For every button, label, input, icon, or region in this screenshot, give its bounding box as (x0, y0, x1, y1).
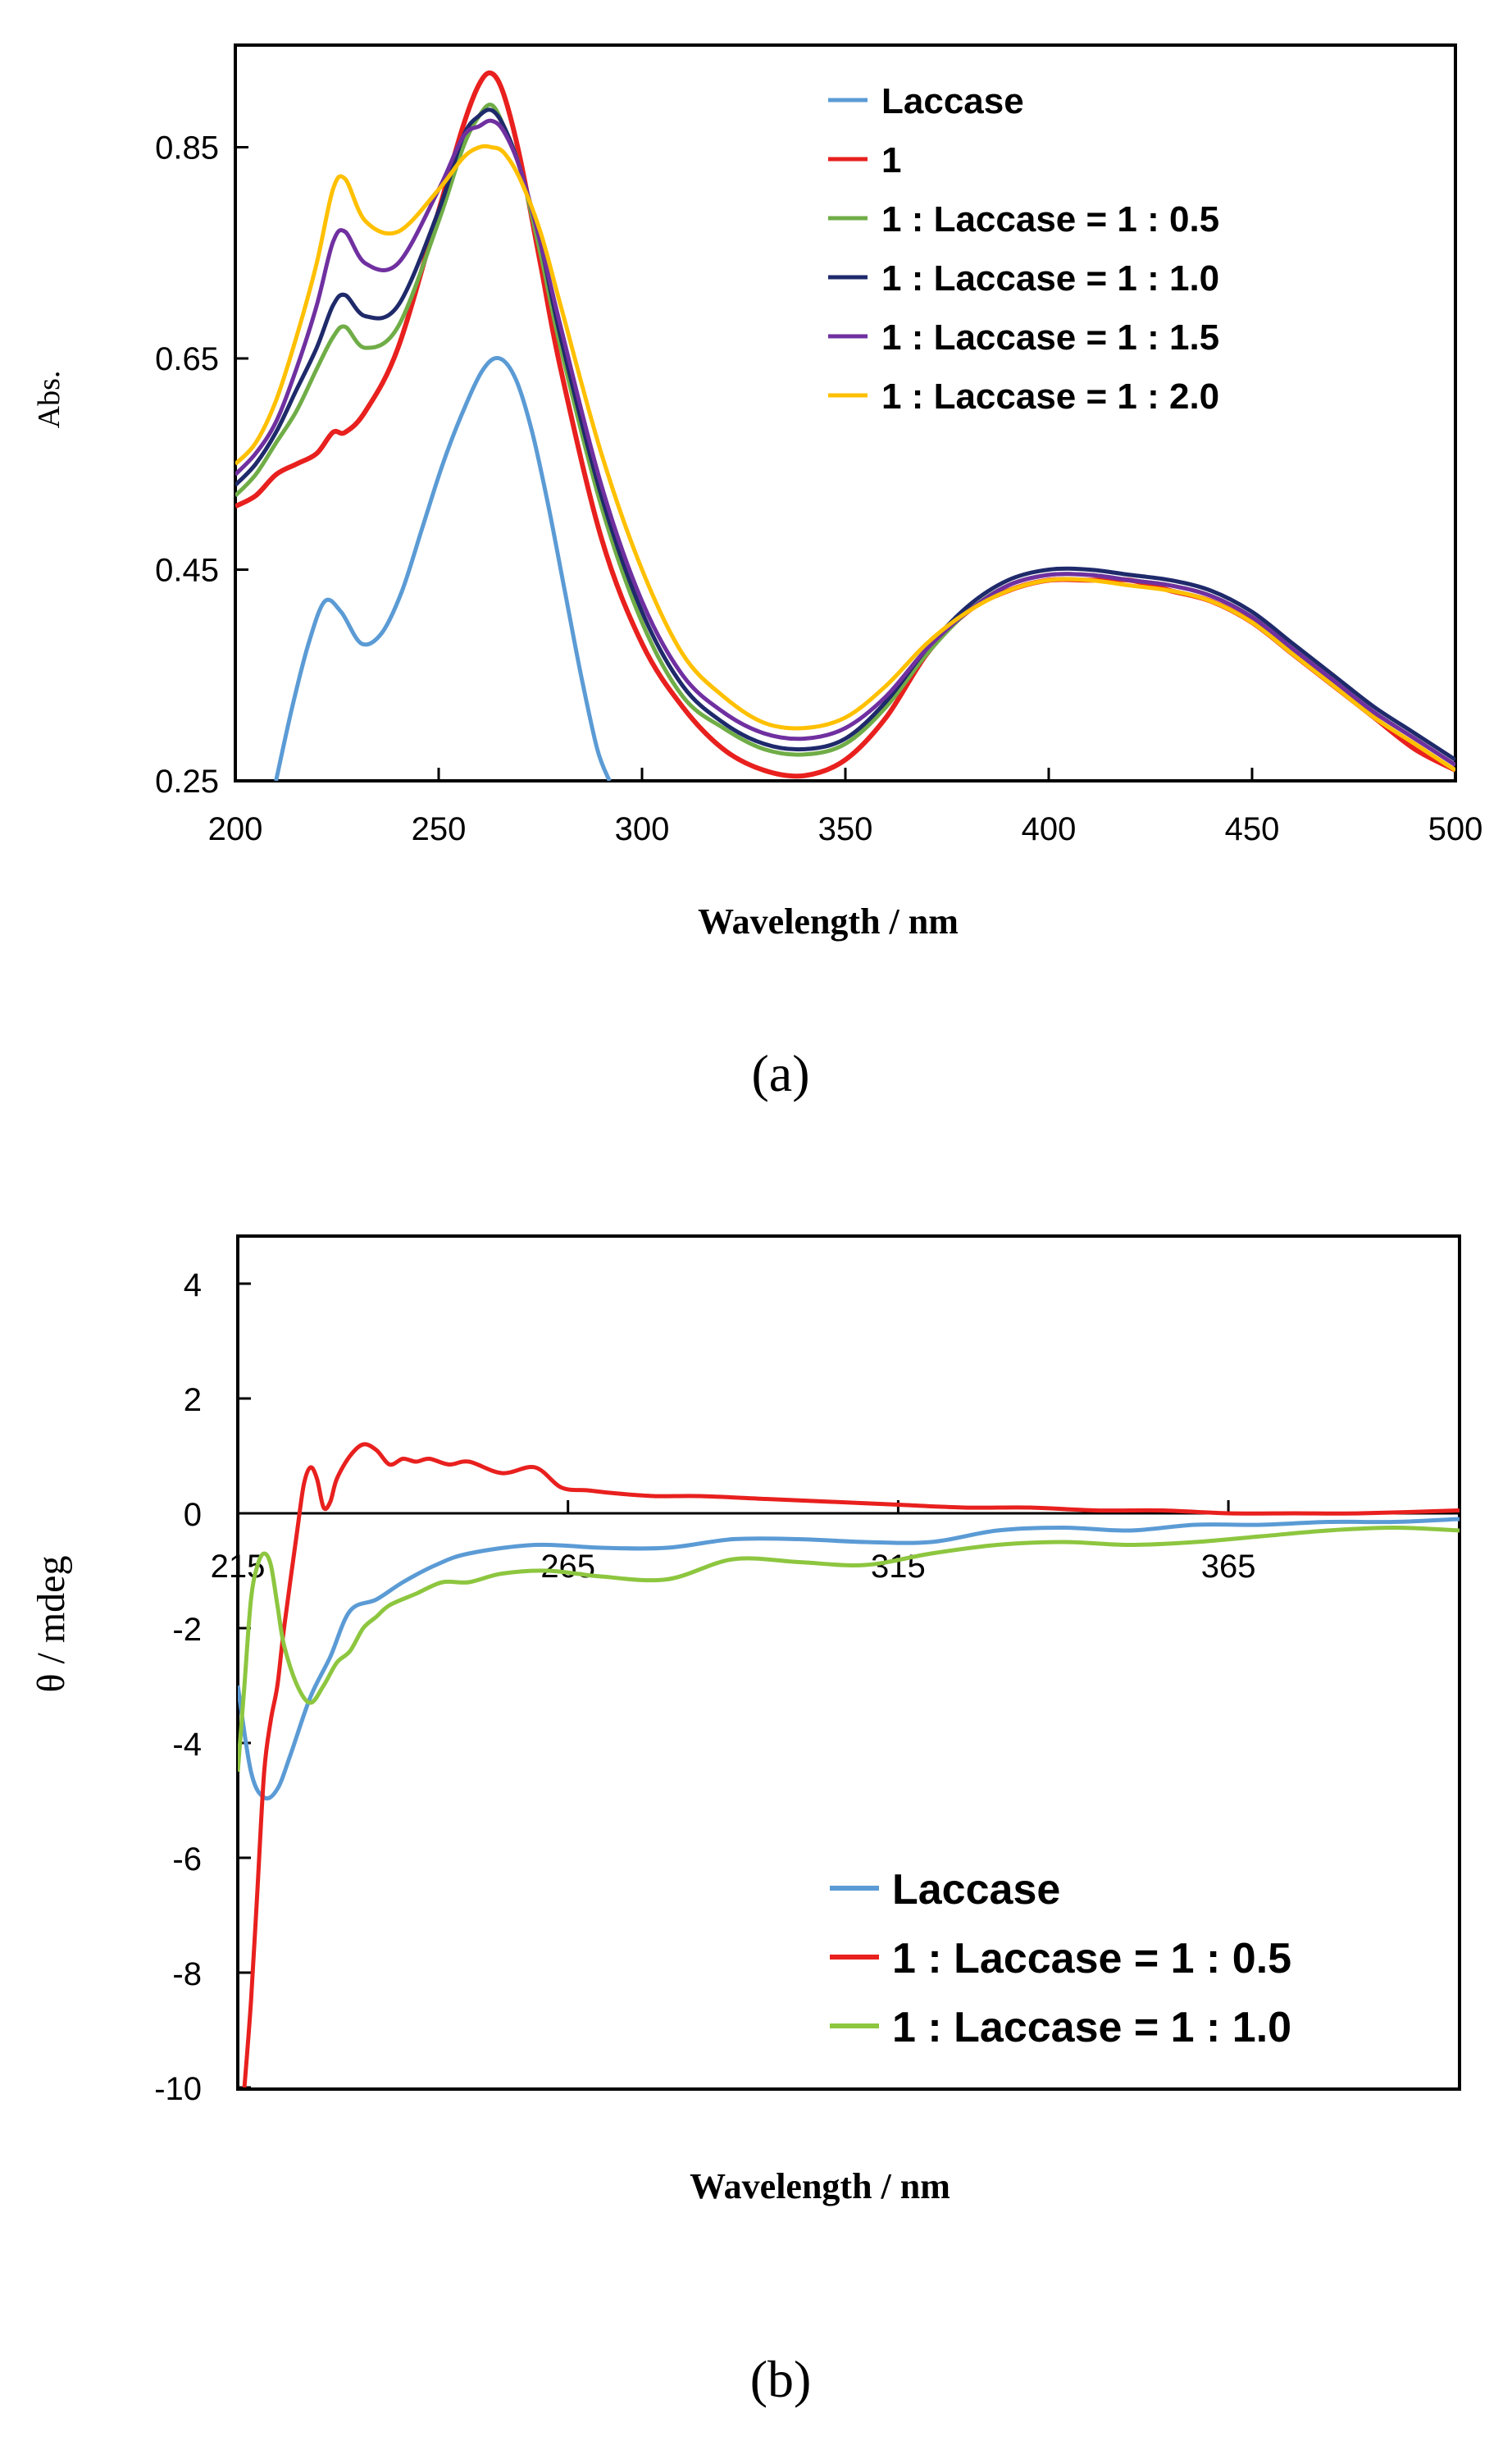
chart-b-legend-label: 1 : Laccase = 1 : 0.5 (892, 1935, 1291, 1982)
chart-b-y-tick-label: -6 (172, 1841, 202, 1877)
chart-a-y-ticks: 0.25 0.45 0.65 0.85 (155, 130, 248, 800)
chart-a-series-line-3 (235, 107, 1455, 762)
chart-b-legend: Laccase 1 : Laccase = 1 : 0.5 1 : Laccase … (830, 1866, 1291, 2051)
chart-a-series-line-0 (274, 356, 612, 781)
chart-a-y-tick-label: 0.45 (155, 553, 219, 589)
chart-b-x-tick-label: 365 (1201, 1549, 1256, 1585)
chart-a-series-line-1 (235, 70, 1455, 779)
chart-b-y-tick-label: -4 (172, 1727, 202, 1763)
chart-b-caption: (b) (750, 2350, 812, 2408)
chart-b-series-line-2 (238, 1526, 1460, 1772)
chart-a-x-tick-label: 250 (412, 811, 467, 847)
chart-a-legend-label: 1 : Laccase = 1 : 0.5 (881, 199, 1219, 240)
chart-b-y-axis-title: θ / mdeg (30, 1556, 73, 1693)
chart-a-legend-label: 1 (881, 140, 901, 180)
chart-a-caption: (a) (751, 1044, 809, 1102)
chart-b-x-ticks: 215 265 315 365 (211, 1500, 1256, 1585)
chart-a-y-tick-label: 0.85 (155, 130, 219, 167)
chart-a-legend-label: 1 : Laccase = 1 : 1.0 (881, 258, 1219, 299)
chart-b-x-axis-title: Wavelength / nm (690, 2166, 950, 2206)
chart-a-x-axis-title: Wavelength / nm (698, 901, 959, 942)
chart-a-legend-label: Laccase (881, 81, 1024, 121)
chart-a-y-tick-label: 0.25 (155, 764, 219, 800)
chart-a-series (235, 70, 1455, 781)
chart-b-y-tick-label: 2 (184, 1382, 202, 1418)
chart-a-x-tick-label: 200 (208, 811, 263, 847)
chart-a-x-tick-label: 500 (1428, 811, 1483, 847)
chart-a-legend-label: 1 : Laccase = 1 : 2.0 (881, 376, 1219, 417)
chart-b-y-tick-label: -8 (172, 1956, 202, 1992)
chart-a-series-line-5 (235, 144, 1455, 773)
chart-b-series-line-1 (242, 1442, 1460, 2088)
chart-a-y-tick-label: 0.65 (155, 341, 219, 377)
chart-a-series-line-4 (235, 118, 1455, 767)
chart-b-y-tick-label: -10 (154, 2071, 202, 2107)
chart-a-x-tick-label: 450 (1225, 811, 1280, 847)
chart-b-circular-dichroism: 4 2 0 -2 -4 -6 -8 -10 215 265 315 365 Laccase 1 : L… (30, 1234, 1461, 2408)
chart-b-y-ticks: 4 2 0 -2 -4 -6 -8 -10 (154, 1267, 251, 2107)
chart-a-absorbance: 0.25 0.45 0.65 0.85 200 250 300 350 400 450 500 L… (32, 43, 1483, 1102)
chart-b-plot-frame (236, 1234, 1461, 2091)
chart-a-legend-label: 1 : Laccase = 1 : 1.5 (881, 317, 1219, 358)
chart-b-x-tick-label: 265 (540, 1549, 595, 1585)
chart-a-x-tick-label: 300 (615, 811, 670, 847)
chart-b-legend-label: Laccase (892, 1866, 1060, 1914)
chart-b-legend-label: 1 : Laccase = 1 : 1.0 (892, 2004, 1291, 2051)
chart-a-x-tick-label: 350 (818, 811, 873, 847)
chart-b-y-tick-label: 4 (184, 1267, 202, 1303)
chart-a-series-line-2 (235, 103, 1455, 767)
chart-a-legend: Laccase 1 1 : Laccase = 1 : 0.5 1 : Laccase… (828, 81, 1219, 417)
chart-a-y-axis-title: Abs. (32, 371, 66, 429)
chart-b-y-tick-label: 0 (184, 1497, 202, 1533)
chart-a-x-ticks: 200 250 300 350 400 450 500 (208, 768, 1483, 847)
chart-b-series-line-0 (238, 1517, 1460, 1801)
chart-a-plot-frame (234, 43, 1457, 782)
chart-b-series (238, 1442, 1460, 2088)
chart-b-y-tick-label: -2 (172, 1612, 202, 1648)
chart-a-x-tick-label: 400 (1022, 811, 1077, 847)
